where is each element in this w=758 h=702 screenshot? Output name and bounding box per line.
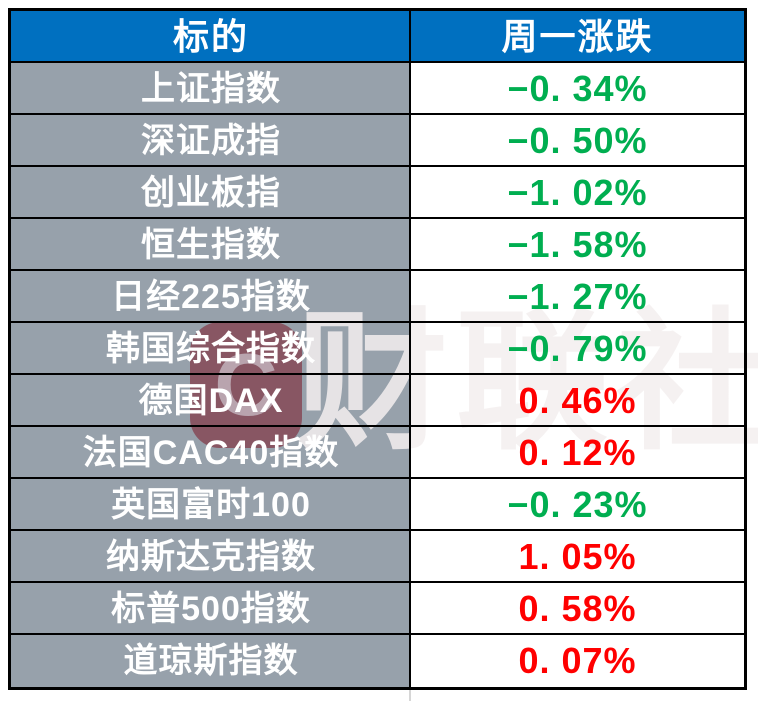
header-cell-target: 标的 (11, 11, 411, 63)
target-cell: 法国CAC40指数 (11, 427, 411, 479)
change-cell: 0. 07% (411, 635, 744, 687)
target-label: 标普500指数 (111, 590, 311, 628)
table-rows: 上证指数 −0. 34% 深证成指 −0. 50% 创业板指 −1. 02% 恒… (11, 63, 744, 687)
target-cell: 标普500指数 (11, 583, 411, 635)
change-value: −1. 02% (507, 172, 648, 213)
change-value: −0. 50% (507, 120, 648, 161)
change-value: −0. 23% (507, 484, 648, 525)
change-value: 1. 05% (518, 536, 637, 577)
target-cell: 日经225指数 (11, 271, 411, 323)
change-value: −0. 79% (507, 328, 648, 369)
target-cell: 恒生指数 (11, 219, 411, 271)
table-row: 英国富时100 −0. 23% (11, 479, 744, 531)
target-cell: 深证成指 (11, 115, 411, 167)
target-cell: 创业板指 (11, 167, 411, 219)
change-value: −1. 27% (507, 276, 648, 317)
table-row: 法国CAC40指数 0. 12% (11, 427, 744, 479)
target-label: 道琼斯指数 (123, 642, 299, 680)
change-cell: −0. 23% (411, 479, 744, 531)
change-cell: 1. 05% (411, 531, 744, 583)
change-cell: −1. 02% (411, 167, 744, 219)
target-cell: 韩国综合指数 (11, 323, 411, 375)
target-label: 韩国综合指数 (106, 330, 316, 368)
table-row: 纳斯达克指数 1. 05% (11, 531, 744, 583)
header-cell-change: 周一涨跌 (411, 11, 744, 63)
change-cell: 0. 12% (411, 427, 744, 479)
change-cell: −1. 27% (411, 271, 744, 323)
change-cell: 0. 58% (411, 583, 744, 635)
change-cell: 0. 46% (411, 375, 744, 427)
target-label: 法国CAC40指数 (82, 434, 340, 472)
table-row: 恒生指数 −1. 58% (11, 219, 744, 271)
header-label-change: 周一涨跌 (501, 16, 654, 57)
column-divider-stub (409, 690, 411, 701)
target-cell: 纳斯达克指数 (11, 531, 411, 583)
header-label-target: 标的 (172, 16, 249, 57)
target-cell: 德国DAX (11, 375, 411, 427)
change-cell: −1. 58% (411, 219, 744, 271)
target-cell: 道琼斯指数 (11, 635, 411, 687)
target-cell: 上证指数 (11, 63, 411, 115)
table-row: 创业板指 −1. 02% (11, 167, 744, 219)
table-row: 道琼斯指数 0. 07% (11, 635, 744, 687)
change-cell: −0. 50% (411, 115, 744, 167)
change-cell: −0. 79% (411, 323, 744, 375)
target-label: 日经225指数 (111, 278, 311, 316)
target-label: 上证指数 (141, 70, 281, 108)
index-table: 标的 周一涨跌 上证指数 −0. 34% 深证成指 −0. 50% 创业板指 −… (8, 8, 747, 690)
table-header-row: 标的 周一涨跌 (11, 11, 744, 63)
table-row: 深证成指 −0. 50% (11, 115, 744, 167)
table-row: 德国DAX 0. 46% (11, 375, 744, 427)
target-label: 纳斯达克指数 (106, 538, 316, 576)
target-cell: 英国富时100 (11, 479, 411, 531)
change-cell: −0. 34% (411, 63, 744, 115)
table-row: 标普500指数 0. 58% (11, 583, 744, 635)
table-row: 日经225指数 −1. 27% (11, 271, 744, 323)
table-row: 上证指数 −0. 34% (11, 63, 744, 115)
change-value: 0. 07% (518, 640, 637, 681)
change-value: −1. 58% (507, 224, 648, 265)
change-value: 0. 58% (518, 588, 637, 629)
change-value: 0. 12% (518, 432, 637, 473)
table-row: 韩国综合指数 −0. 79% (11, 323, 744, 375)
target-label: 恒生指数 (141, 226, 281, 264)
target-label: 深证成指 (141, 122, 281, 160)
target-label: 德国DAX (138, 382, 284, 420)
target-label: 创业板指 (141, 174, 281, 212)
change-value: −0. 34% (507, 68, 648, 109)
change-value: 0. 46% (518, 380, 637, 421)
target-label: 英国富时100 (111, 486, 311, 524)
